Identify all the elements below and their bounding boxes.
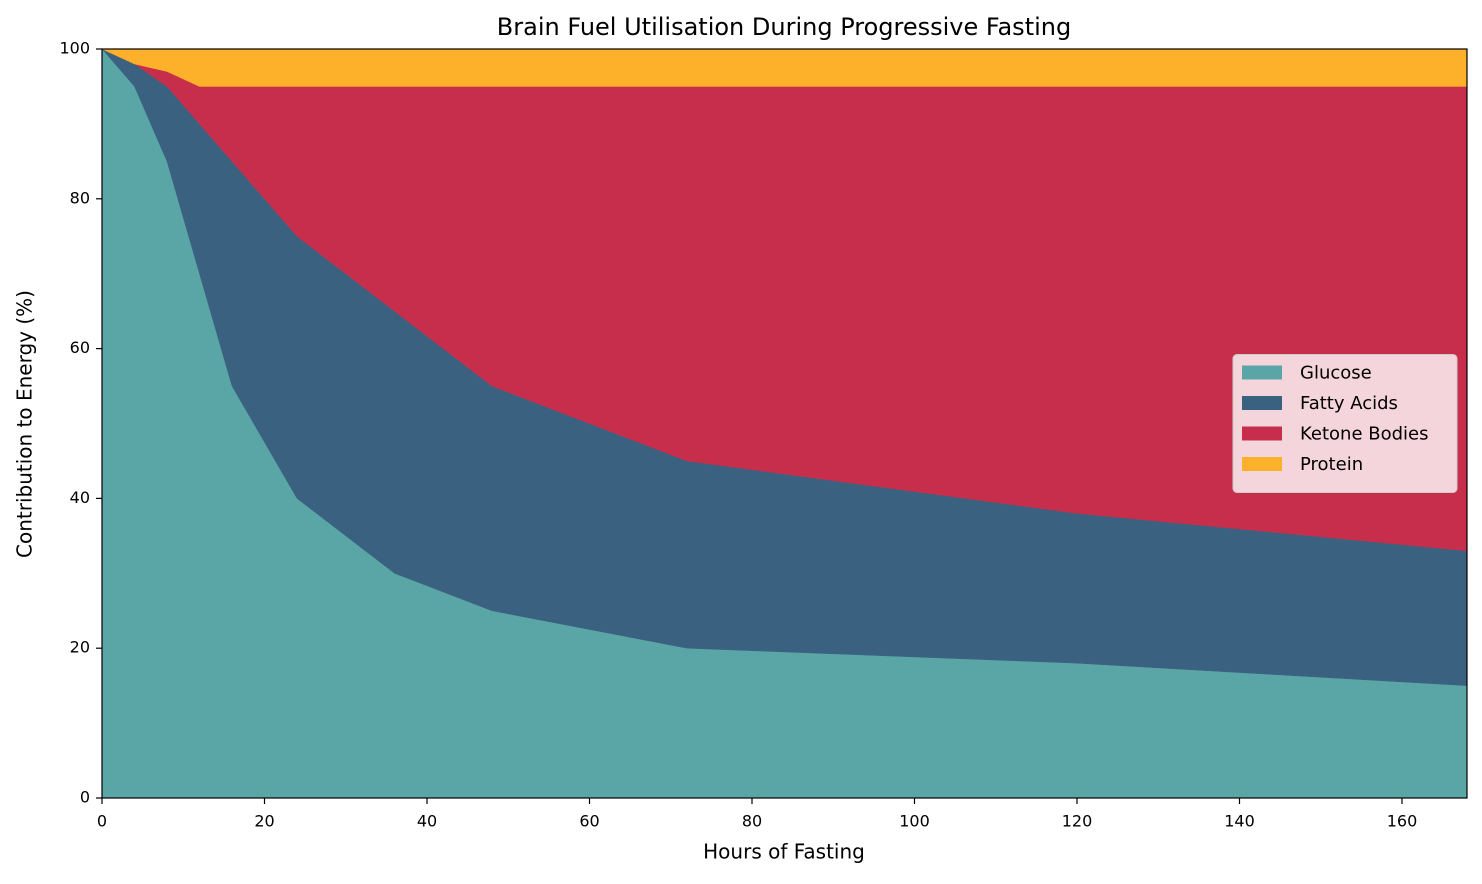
x-tick-label: 160 — [1387, 812, 1418, 831]
x-tick-label: 80 — [742, 812, 762, 831]
legend: Glucose Fatty Acids Ketone Bodies Protein — [1232, 354, 1458, 493]
y-tick-label: 100 — [59, 39, 90, 58]
legend-swatch — [1242, 457, 1282, 471]
y-tick-label: 80 — [70, 188, 90, 207]
x-tick-label: 20 — [254, 812, 274, 831]
chart-title: Brain Fuel Utilisation During Progressiv… — [497, 13, 1071, 41]
area — [101, 48, 1468, 87]
x-tick-label: 40 — [417, 812, 437, 831]
x-tick-label: 140 — [1224, 812, 1255, 831]
x-axis-label: Hours of Fasting — [703, 840, 865, 864]
legend-label: Fatty Acids — [1300, 393, 1398, 414]
legend-label: Glucose — [1300, 363, 1372, 384]
legend-swatch — [1242, 426, 1282, 441]
x-tick-label: 0 — [97, 812, 107, 831]
legend-label: Ketone Bodies — [1300, 424, 1429, 445]
legend-swatch — [1242, 365, 1282, 380]
x-tick-label: 120 — [1062, 812, 1093, 831]
x-tick-label: 100 — [899, 812, 930, 831]
y-tick-label: 40 — [70, 488, 90, 507]
legend-swatch — [1242, 396, 1282, 410]
y-tick-label: 60 — [70, 338, 90, 357]
plot-frame — [101, 48, 1468, 799]
y-axis-label: Contribution to Energy (%) — [13, 290, 37, 558]
legend-frame — [1232, 354, 1458, 493]
y-tick-label: 0 — [80, 788, 90, 807]
y-tick-label: 20 — [70, 638, 90, 657]
legend-label: Protein — [1300, 454, 1363, 475]
x-tick-label: 60 — [579, 812, 599, 831]
